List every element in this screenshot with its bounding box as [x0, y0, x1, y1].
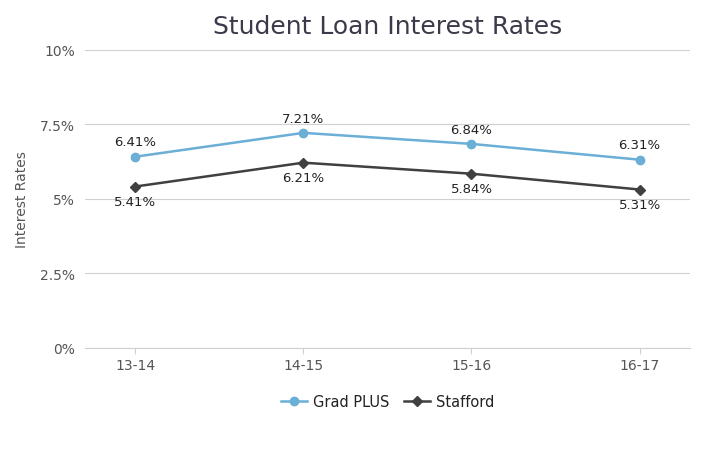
- Text: 6.21%: 6.21%: [282, 172, 324, 185]
- Text: 6.84%: 6.84%: [450, 123, 492, 136]
- Grad PLUS: [635, 158, 644, 163]
- Legend: Grad PLUS, Stafford: Grad PLUS, Stafford: [275, 388, 500, 415]
- Text: 7.21%: 7.21%: [282, 112, 324, 125]
- Text: 5.41%: 5.41%: [114, 196, 157, 208]
- Text: 6.41%: 6.41%: [114, 136, 157, 149]
- Stafford: [467, 171, 476, 177]
- Line: Stafford: Stafford: [131, 159, 644, 194]
- Stafford: [635, 187, 644, 193]
- Line: Grad PLUS: Grad PLUS: [131, 129, 644, 165]
- Grad PLUS: [467, 142, 476, 148]
- Stafford: [299, 160, 307, 166]
- Text: 5.84%: 5.84%: [450, 183, 493, 196]
- Grad PLUS: [131, 155, 140, 160]
- Grad PLUS: [299, 131, 307, 137]
- Title: Student Loan Interest Rates: Student Loan Interest Rates: [213, 15, 562, 39]
- Text: 5.31%: 5.31%: [618, 198, 661, 211]
- Text: 6.31%: 6.31%: [618, 139, 661, 152]
- Stafford: [131, 184, 140, 190]
- Y-axis label: Interest Rates: Interest Rates: [15, 151, 29, 248]
